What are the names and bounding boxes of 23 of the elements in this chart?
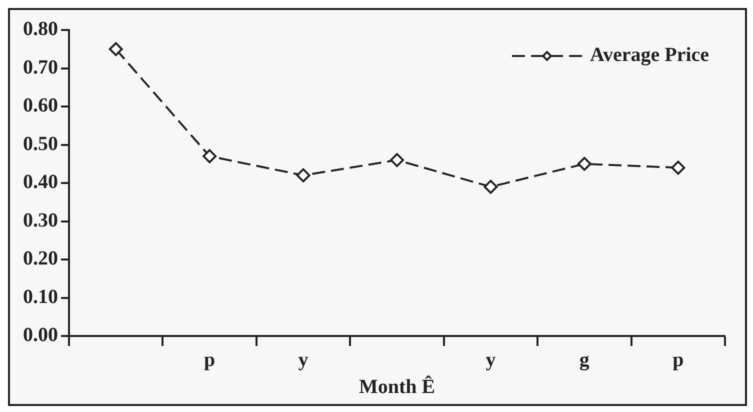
y-tick-label: 0.50 (23, 132, 58, 155)
legend-label: Average Price (590, 44, 710, 66)
point (577, 156, 592, 171)
x-axis-title: Month Ê (358, 375, 436, 398)
point (202, 149, 217, 164)
x-tick-label: g (579, 349, 590, 372)
point (671, 160, 686, 175)
point (484, 180, 498, 194)
y-tick-label: 0.80 (23, 18, 58, 40)
y-tick-label: 0.60 (23, 94, 58, 117)
x-tick-label: p (204, 349, 216, 372)
x-tick-label: p (672, 349, 684, 372)
y-tick-label: 0.70 (23, 56, 58, 78)
point (108, 42, 123, 56)
point (390, 153, 404, 168)
y-tick-label: 0.20 (23, 248, 58, 270)
y-tick-label: 0.30 (23, 209, 58, 232)
y-tick-label: 0.00 (23, 324, 58, 346)
x-tick-label: y (486, 349, 496, 372)
y-tick-label: 0.40 (23, 171, 58, 194)
x-tick-label: y (298, 349, 308, 372)
point (296, 168, 310, 182)
y-tick-label: 0.10 (23, 286, 58, 308)
